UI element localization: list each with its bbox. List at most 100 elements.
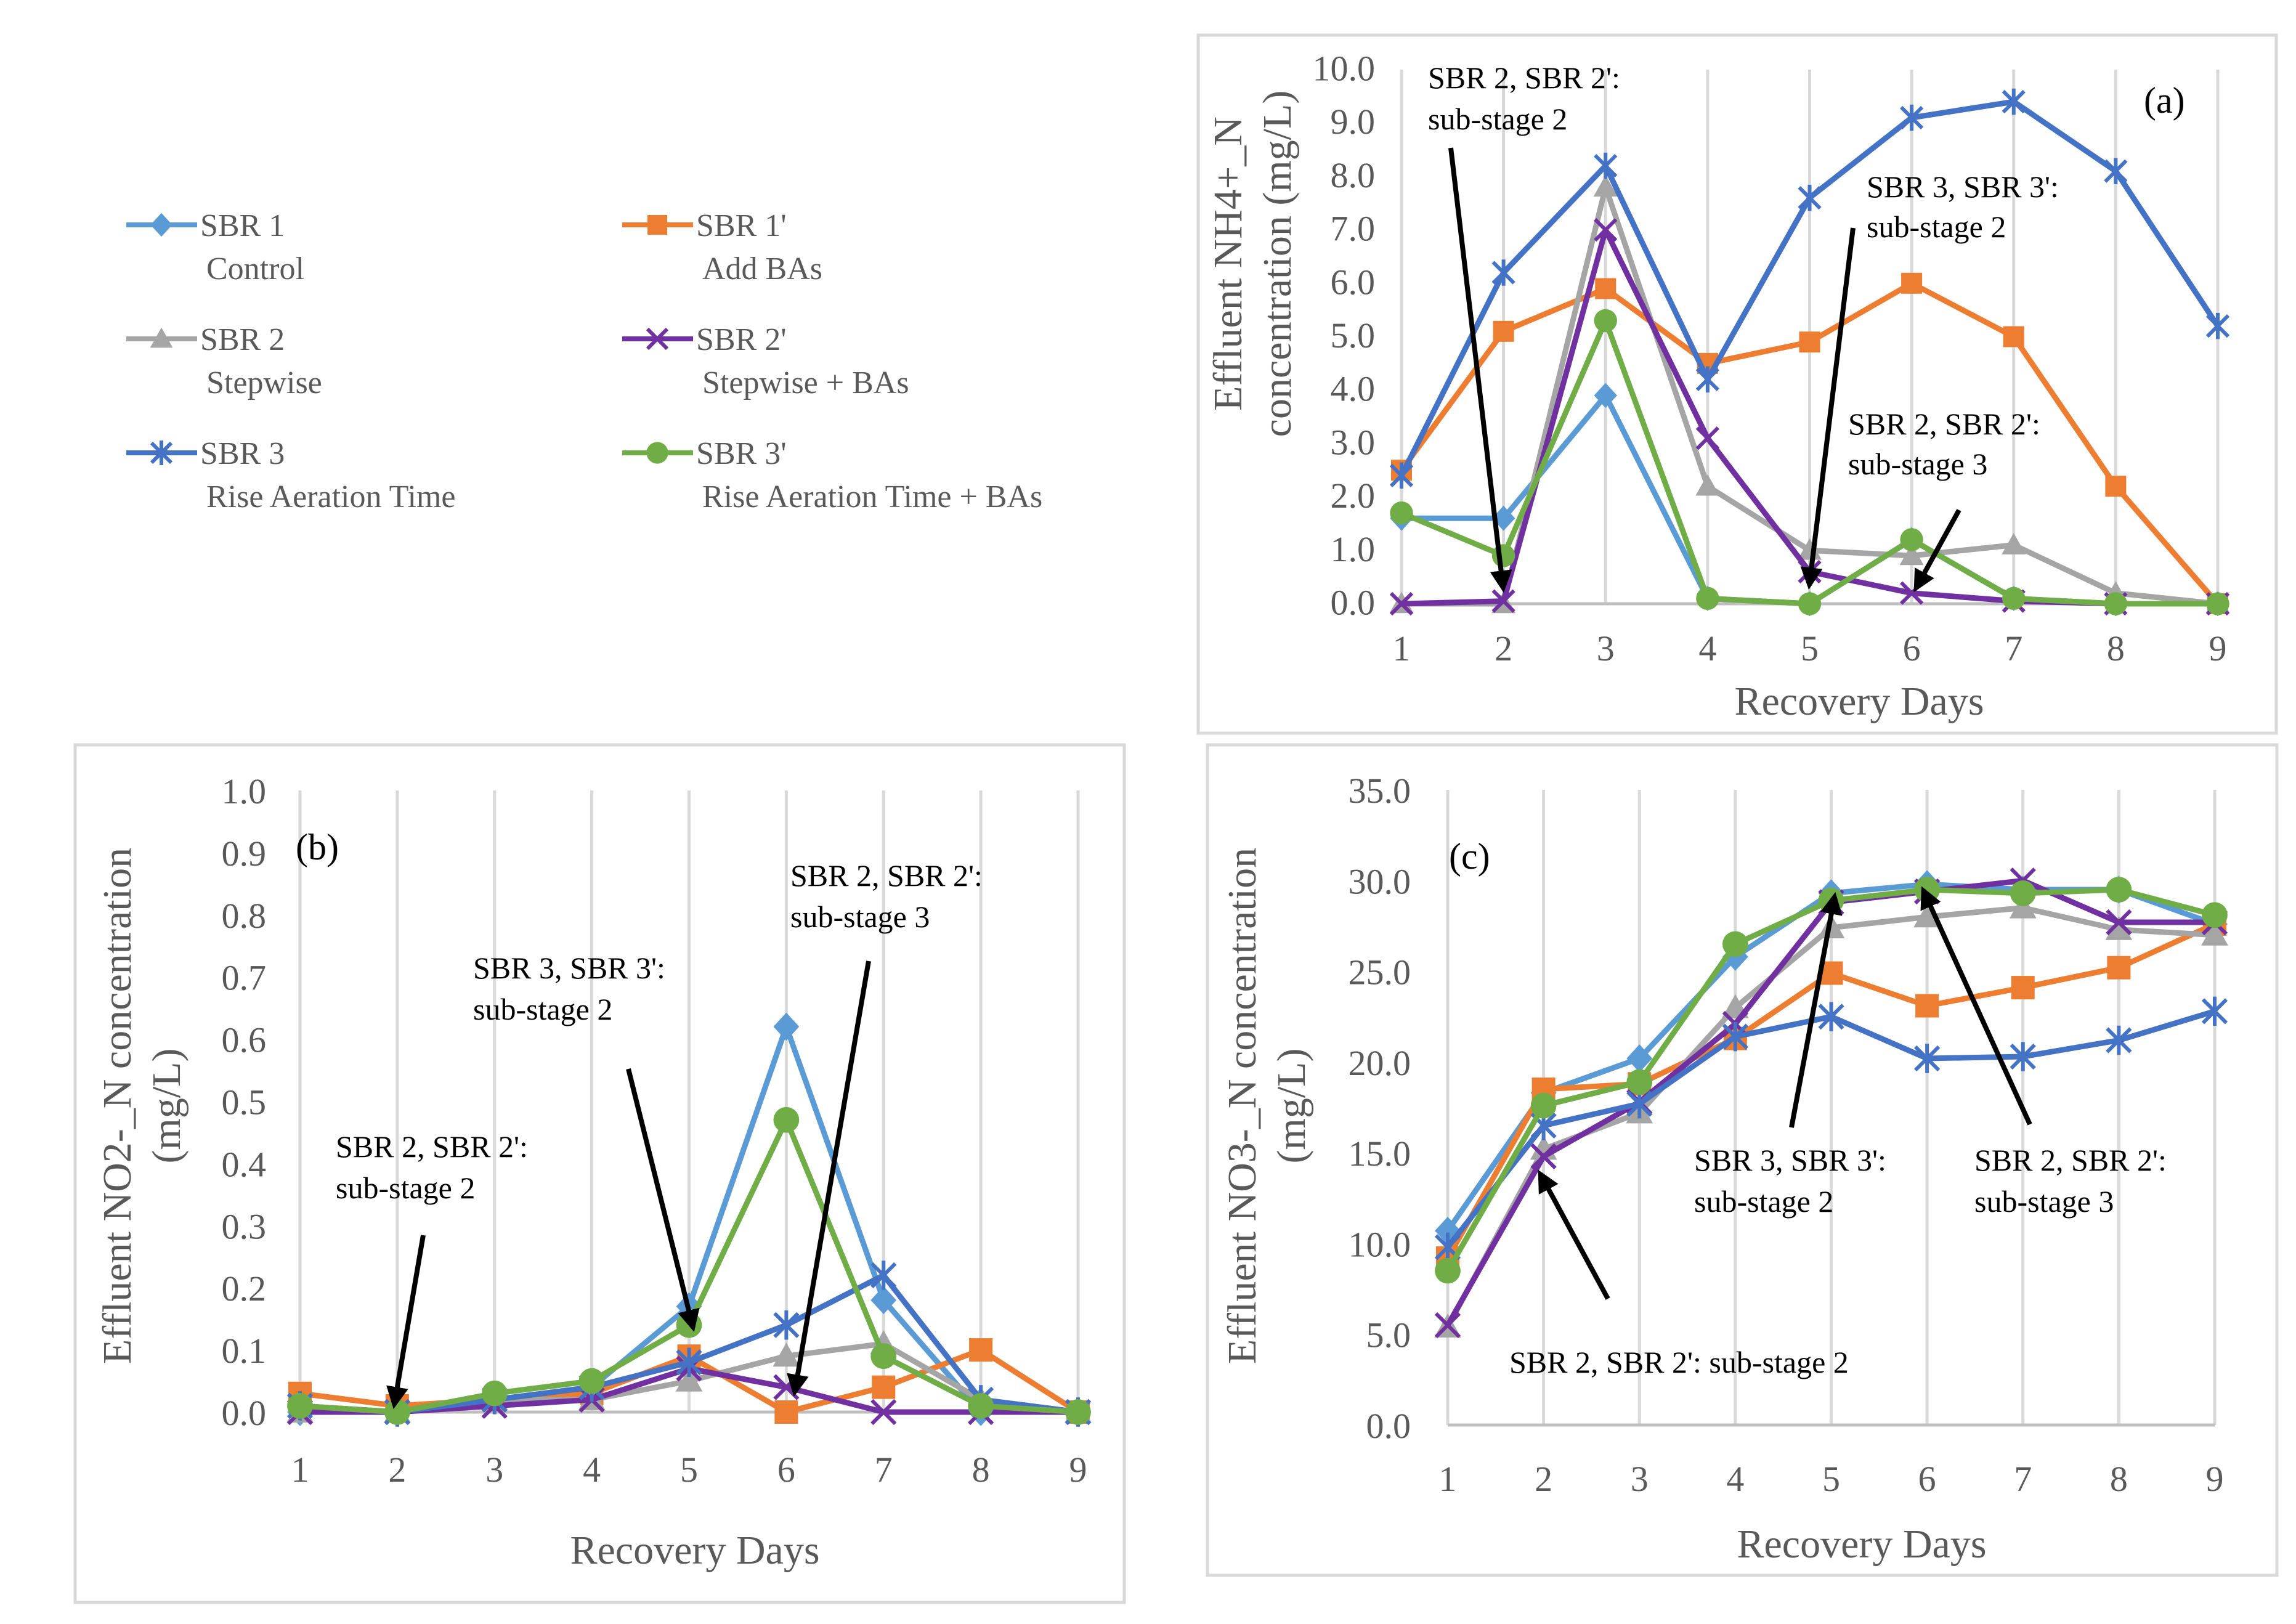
panel-b-tag: (b) — [296, 827, 339, 867]
data-point — [1491, 544, 1515, 567]
data-point — [2106, 1025, 2132, 1055]
data-point — [1899, 543, 1924, 566]
annotation-arrow — [787, 960, 871, 1397]
legend-marker — [646, 442, 668, 464]
data-point — [2106, 909, 2132, 936]
y-tick-label: 0.5 — [222, 1082, 267, 1123]
data-point — [481, 1380, 508, 1407]
annotation-label: sub-stage 2 — [473, 992, 612, 1026]
y-tick-label: 0.6 — [222, 1020, 267, 1060]
data-point — [1530, 1143, 1557, 1170]
data-point — [773, 1012, 800, 1041]
y-tick-label: 10.0 — [1349, 1224, 1411, 1264]
data-point — [1695, 426, 1720, 450]
x-tick-label: 4 — [1698, 628, 1716, 668]
data-point — [2107, 956, 2131, 980]
y-tick-label: 10.0 — [1313, 49, 1376, 89]
x-tick-label: 4 — [583, 1450, 601, 1490]
y-tick-label: 35.0 — [1349, 771, 1411, 811]
data-point — [1626, 1069, 1653, 1095]
annotation-arrow — [1920, 886, 2032, 1126]
series-sbr-3 — [1389, 88, 2230, 489]
data-point — [872, 1375, 896, 1399]
legend-item-sbr-1-prime: SBR 1' Add BAs — [622, 208, 822, 286]
panel-a-annotation-2: SBR 3, SBR 3': sub-stage 2 — [1800, 169, 2059, 590]
x-tick-label: 5 — [1822, 1459, 1840, 1499]
data-point — [1530, 1092, 1557, 1119]
x-tick-label: 2 — [388, 1450, 406, 1490]
legend-item-sbr-2-prime: SBR 2' Stepwise + BAs — [622, 322, 909, 400]
legend-description: Add BAs — [702, 251, 822, 286]
data-point — [1695, 366, 1720, 393]
data-point — [1594, 383, 1617, 408]
y-tick-label: 6.0 — [1331, 262, 1376, 302]
panel-b-border — [73, 743, 1126, 1604]
x-tick-label: 1 — [291, 1450, 309, 1490]
data-point — [578, 1368, 605, 1394]
x-tick-label: 2 — [1495, 628, 1512, 668]
annotation-label: sub-stage 3 — [1974, 1184, 2114, 1219]
annotation-label: sub-stage 2 — [336, 1171, 475, 1205]
x-tick-label: 8 — [2107, 628, 2125, 668]
annotation-arrow — [386, 1235, 426, 1410]
panel-b-no2-chart: 0.0 0.1 0.2 0.3 0.4 0.5 0.6 0.7 0.8 0.9 1.0 1 2 3 4 5 6 7… — [73, 743, 1126, 1604]
y-tick-label: 30.0 — [1349, 861, 1411, 901]
y-tick-label: 0.3 — [222, 1206, 267, 1246]
legend-name: SBR 2 — [200, 322, 285, 357]
data-point — [2105, 476, 2127, 497]
y-tick-label: 7.0 — [1331, 209, 1376, 249]
data-point — [2105, 916, 2133, 940]
panel-c-annotation-2: SBR 2, SBR 2': sub-stage 3 — [1920, 886, 2167, 1219]
data-point — [2011, 976, 2035, 1000]
data-point — [2009, 894, 2037, 919]
data-point — [1915, 994, 1939, 1018]
legend-marker — [150, 441, 173, 465]
legend-item-sbr-3: SBR 3 Rise Aeration Time — [126, 436, 455, 514]
data-point — [1722, 931, 1748, 957]
panel-c-annotation-3: SBR 2, SBR 2': sub-stage 2 — [1509, 1169, 1849, 1379]
data-point — [774, 1400, 798, 1424]
data-point — [968, 1393, 994, 1419]
panel-a-y-axis-title-line1: Effluent NH4+_N — [1206, 116, 1251, 411]
data-point — [287, 1393, 313, 1419]
annotation-arrow — [1789, 891, 1843, 1128]
x-tick-label: 6 — [1903, 628, 1921, 668]
panel-b-y-axis-title-line2: (mg/L) — [144, 1049, 189, 1164]
legend-item-sbr-3-prime: SBR 3' Rise Aeration Time + BAs — [622, 436, 1042, 514]
panel-a-x-axis-title: Recovery Days — [1734, 679, 1984, 724]
panel-c-tag: (c) — [1449, 836, 1490, 877]
annotation-arrow — [1538, 1169, 1610, 1300]
data-point — [2002, 587, 2026, 611]
y-tick-label: 1.0 — [222, 771, 267, 811]
data-point — [1818, 1002, 1844, 1031]
y-tick-label: 0.0 — [1331, 583, 1376, 623]
x-tick-label: 9 — [2209, 628, 2227, 668]
panel-c-y-axis-title-line2: (mg/L) — [1269, 1049, 1314, 1164]
panel-a-y-axis-title-line2: concentration (mg/L) — [1255, 91, 1300, 437]
y-tick-label: 15.0 — [1349, 1134, 1411, 1174]
annotation-label: SBR 2, SBR 2': sub-stage 2 — [1509, 1345, 1849, 1379]
annotation-label: SBR 3, SBR 3': — [1694, 1143, 1886, 1177]
legend-description: Stepwise + BAs — [702, 365, 909, 400]
annotation-label: SBR 3, SBR 3': — [473, 951, 665, 985]
annotation-label: sub-stage 3 — [1848, 447, 1987, 481]
series-sbr-3 — [1434, 996, 2228, 1262]
x-tick-label: 6 — [1918, 1459, 1936, 1499]
data-point — [1900, 528, 1923, 551]
y-tick-label: 8.0 — [1331, 155, 1376, 195]
panel-a-annotation-3: SBR 2, SBR 2': sub-stage 3 — [1848, 407, 2040, 593]
data-point — [1389, 462, 1414, 489]
legend-marker — [647, 215, 667, 235]
data-point — [1594, 309, 1617, 333]
data-point — [1901, 272, 1923, 294]
data-point — [2202, 902, 2228, 928]
data-point — [870, 1399, 897, 1426]
data-point — [1797, 538, 1822, 560]
y-tick-label: 25.0 — [1349, 952, 1411, 993]
legend-item-sbr-2: SBR 2 Stepwise — [126, 322, 322, 400]
panel-b-annotation-2: SBR 3, SBR 3': sub-stage 2 — [473, 951, 700, 1332]
x-tick-label: 1 — [1393, 628, 1411, 668]
annotation-label: sub-stage 2 — [1867, 209, 2006, 244]
